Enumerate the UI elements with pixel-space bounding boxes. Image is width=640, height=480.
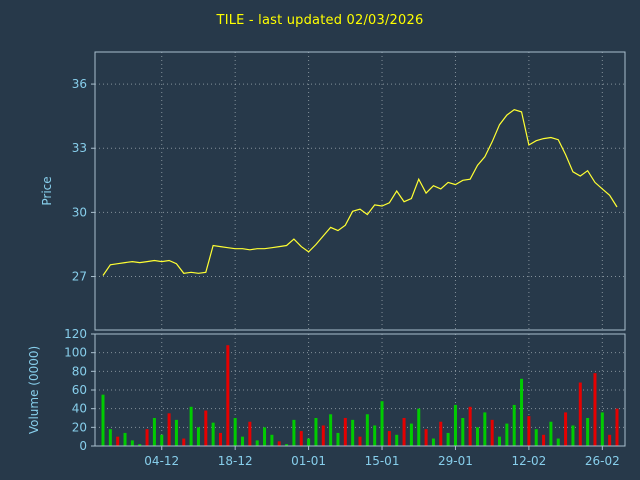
volume-bar <box>461 418 465 446</box>
volume-bar <box>593 373 597 446</box>
volume-bar <box>483 412 487 446</box>
volume-bar <box>160 434 164 446</box>
volume-bar <box>123 432 127 446</box>
volume-bar <box>263 427 267 446</box>
x-tick-label: 26-02 <box>585 454 620 468</box>
volume-bar <box>321 425 325 446</box>
volume-bar <box>233 418 237 446</box>
volume-tick-label: 20 <box>72 420 87 434</box>
volume-bar <box>520 378 524 446</box>
volume-bar <box>439 421 443 446</box>
volume-bar <box>578 382 582 446</box>
volume-tick-label: 80 <box>72 364 87 378</box>
volume-bar <box>189 406 193 446</box>
axes-frame <box>94 51 626 331</box>
volume-bar <box>586 418 590 446</box>
price-tick-label: 30 <box>72 205 87 219</box>
volume-bar <box>505 423 509 446</box>
volume-bar <box>204 410 208 446</box>
volume-bar <box>542 434 546 446</box>
price-tick-label: 36 <box>72 77 87 91</box>
price-tick-label: 27 <box>72 270 87 284</box>
volume-bar <box>468 406 472 446</box>
volume-bar <box>116 436 120 446</box>
volume-bar <box>130 440 134 446</box>
volume-bar <box>475 427 479 446</box>
volume-tick-label: 120 <box>64 327 87 341</box>
volume-bar <box>152 418 156 446</box>
volume-tick-label: 40 <box>72 402 87 416</box>
volume-bar <box>270 434 274 446</box>
volume-bar <box>600 412 604 446</box>
volume-bar <box>453 404 457 446</box>
volume-bar <box>277 441 281 446</box>
volume-bar <box>417 408 421 446</box>
volume-bar <box>431 438 435 446</box>
volume-bar <box>167 413 171 446</box>
volume-bar <box>255 440 259 446</box>
volume-tick-label: 60 <box>72 383 87 397</box>
x-tick-label: 15-01 <box>365 454 400 468</box>
chart-title: TILE - last updated 02/03/2026 <box>216 13 424 28</box>
volume-bar <box>424 429 428 446</box>
volume-bar <box>299 431 303 446</box>
price-line <box>102 109 618 276</box>
volume-bar <box>615 408 619 446</box>
volume-bar <box>351 419 355 446</box>
x-tick-label: 18-12 <box>218 454 253 468</box>
volume-bar <box>336 432 340 446</box>
volume-bar <box>608 434 612 446</box>
volume-bar <box>226 345 230 446</box>
volume-bar <box>314 418 318 446</box>
volume-tick-label: 0 <box>79 439 87 453</box>
volume-bar <box>446 432 450 446</box>
volume-bar <box>101 394 105 446</box>
volume-bar <box>196 427 200 446</box>
volume-bar <box>218 432 222 446</box>
volume-bar <box>211 422 215 446</box>
volume-bar <box>527 416 531 446</box>
volume-bar <box>556 438 560 446</box>
volume-bar <box>307 438 311 446</box>
volume-bar <box>564 412 568 446</box>
x-tick-label: 12-02 <box>511 454 546 468</box>
volume-bar <box>343 418 347 446</box>
volume-bar <box>498 436 502 446</box>
price-tick-label: 33 <box>72 141 87 155</box>
volume-bar <box>380 401 384 446</box>
volume-bar <box>549 421 553 446</box>
volume-bar <box>402 418 406 446</box>
volume-bar <box>138 444 142 446</box>
volume-bar <box>512 404 516 446</box>
volume-bar <box>292 419 296 446</box>
volume-bar <box>285 444 289 446</box>
x-tick-label: 04-12 <box>144 454 179 468</box>
volume-bar <box>358 436 362 446</box>
volume-tick-label: 100 <box>64 346 87 360</box>
volume-bar <box>490 419 494 446</box>
volume-bar <box>145 429 149 446</box>
volume-bar <box>241 436 245 446</box>
volume-bar <box>395 434 399 446</box>
volume-bar <box>387 431 391 446</box>
volume-bar <box>409 423 413 446</box>
volume-bar <box>248 421 252 446</box>
volume-bar <box>329 414 333 446</box>
volume-bar <box>534 429 538 446</box>
x-tick-label: 29-01 <box>438 454 473 468</box>
volume-bar <box>108 429 112 446</box>
volume-bar <box>365 414 369 446</box>
volume-bar <box>182 438 186 446</box>
volume-bar <box>373 425 377 446</box>
x-tick-label: 01-01 <box>291 454 326 468</box>
volume-bar <box>571 425 575 446</box>
volume-bar <box>174 419 178 446</box>
